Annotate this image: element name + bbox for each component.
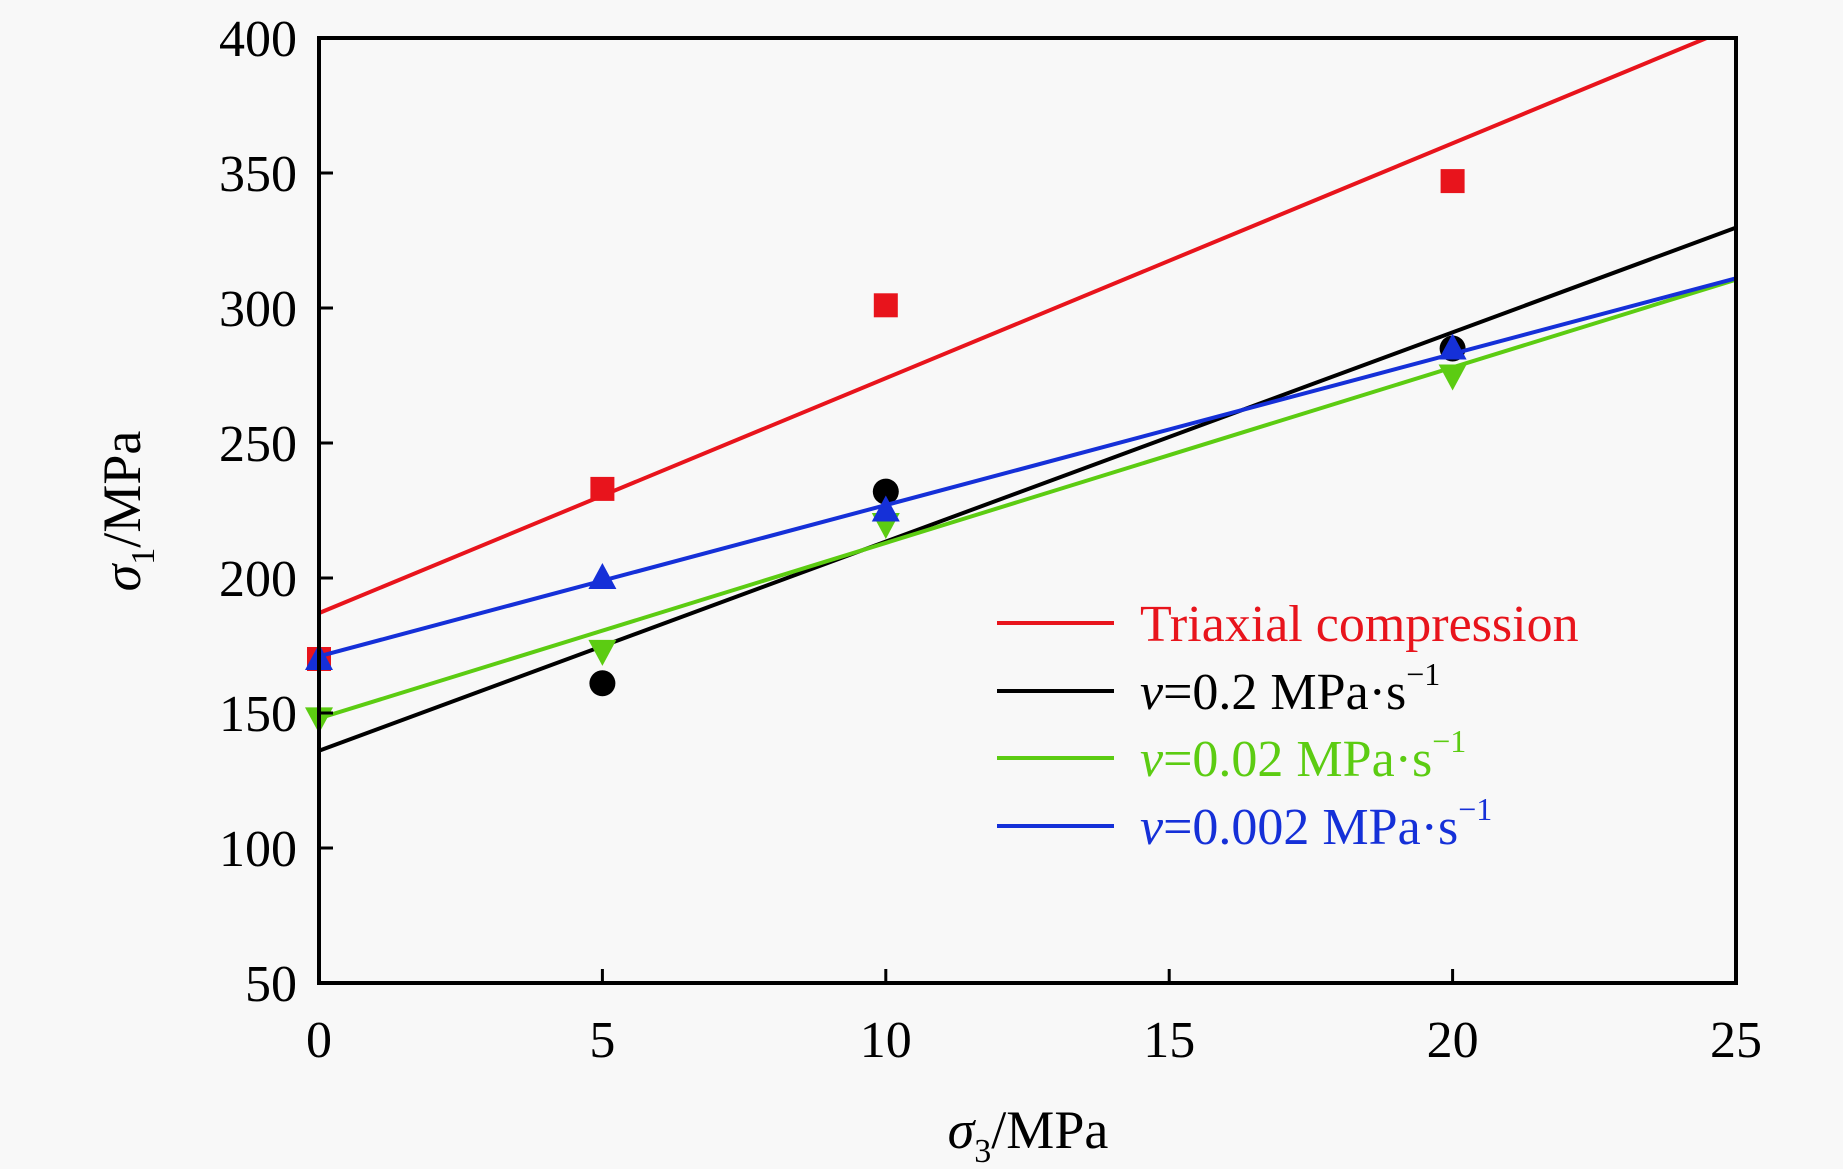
y-tick-label: 150 — [219, 686, 297, 743]
legend-label-exponent: −1 — [1406, 656, 1440, 692]
data-point-triangle-up — [1438, 333, 1467, 360]
y-tick-label: 350 — [219, 146, 297, 203]
legend-label: Triaxial compression — [1140, 596, 1579, 653]
legend-label: v=0.2 MPa·s−1 — [1140, 656, 1440, 721]
legend-label-value: =0.002 MPa·s — [1163, 799, 1458, 856]
y-tick-label: 250 — [219, 416, 297, 473]
data-point-circle — [872, 478, 899, 505]
legend-label-prefix: v — [1140, 664, 1164, 721]
data-point-square — [590, 476, 615, 501]
y-tick-label: 200 — [219, 551, 297, 608]
legend-label-prefix: v — [1140, 731, 1164, 788]
y-tick-label: 100 — [219, 821, 297, 878]
x-tick-label: 10 — [860, 1012, 912, 1069]
fit-line-1 — [319, 225, 1736, 753]
data-point-triangle-up — [871, 495, 900, 522]
x-tick-label: 25 — [1710, 1012, 1762, 1069]
legend-label-value: =0.2 MPa·s — [1163, 664, 1406, 721]
x-tick-label: 20 — [1427, 1012, 1479, 1069]
fit-line-2 — [319, 277, 1736, 721]
legend-label: v=0.002 MPa·s−1 — [1140, 791, 1492, 856]
plot-marks — [305, 38, 1736, 753]
axis-ticks: 0 5 10 15 20 25 50 100 150 200 250 300 350 400 — [219, 11, 1762, 1069]
x-axis-label: σ3/MPa — [948, 1100, 1109, 1169]
x-tick-label: 5 — [589, 1012, 615, 1069]
y-tick-label: 300 — [219, 281, 297, 338]
legend-label-exponent: −1 — [1458, 791, 1492, 827]
x-tick-label: 0 — [306, 1012, 332, 1069]
fit-line-0 — [319, 38, 1712, 615]
y-tick-label: 400 — [219, 11, 297, 68]
legend-label-exponent: −1 — [1432, 723, 1466, 759]
data-point-circle — [589, 670, 616, 697]
y-axis-label: σ1/MPa — [92, 431, 162, 592]
data-point-triangle-up — [588, 563, 617, 589]
fit-line-3 — [319, 276, 1736, 659]
legend-label: v=0.02 MPa·s−1 — [1140, 723, 1466, 788]
data-point-square — [1440, 169, 1465, 194]
legend-label-value: =0.02 MPa·s — [1163, 731, 1432, 788]
legend-label-prefix: v — [1140, 799, 1164, 856]
x-tick-label: 15 — [1143, 1012, 1195, 1069]
data-point-square — [873, 293, 898, 318]
data-point-triangle-down — [1438, 364, 1467, 391]
plot-frame — [317, 36, 1738, 985]
data-point-triangle-down — [588, 639, 617, 666]
y-tick-label: 50 — [245, 956, 297, 1013]
